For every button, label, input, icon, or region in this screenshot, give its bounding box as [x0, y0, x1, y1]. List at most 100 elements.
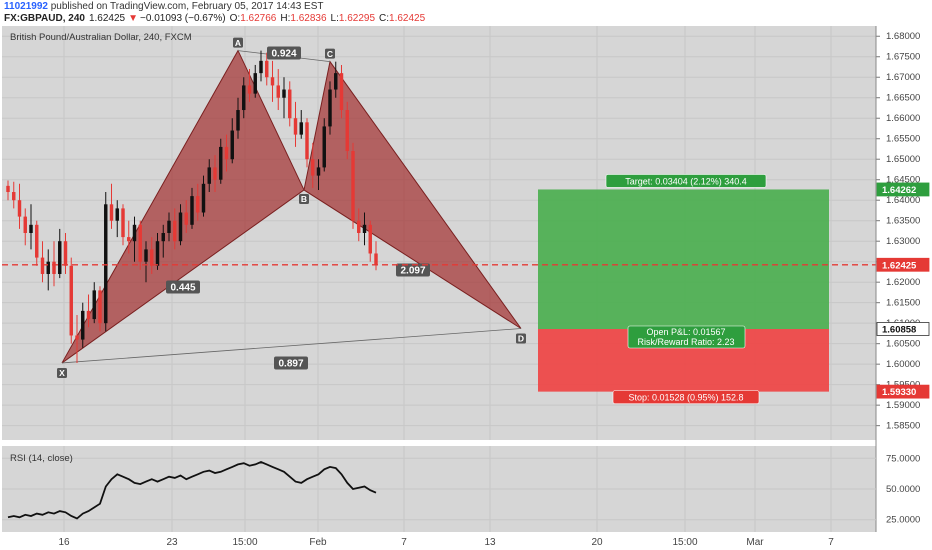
- candle-body: [155, 241, 160, 266]
- candle-body: [299, 122, 303, 135]
- candle-body: [253, 73, 257, 94]
- time-axis: 16 23 15:00 Feb 7 13 20 15:00 Mar 7: [58, 537, 834, 548]
- candle-body: [316, 167, 321, 176]
- candle-body: [230, 130, 234, 160]
- ratio-line-xd: [61, 328, 522, 364]
- last-price: 1.62425: [89, 13, 126, 24]
- price-axis: 1.68000 1.67500 1.67000 1.66500 1.66000 1.655…: [875, 26, 930, 532]
- price-tick-label: 1.63000: [886, 236, 920, 247]
- candle-body: [81, 310, 85, 340]
- position-tool[interactable]: Target: 0.03404 (2.12%) 340.4 Stop: 0.015…: [538, 174, 829, 404]
- price-tick-label: 1.65000: [886, 154, 920, 165]
- price-tick-label: 1.67500: [886, 52, 920, 63]
- candle-body: [247, 85, 252, 94]
- candle-body: [184, 212, 188, 225]
- ratio-label: 0.445: [170, 283, 195, 294]
- candle-body: [219, 146, 223, 180]
- price-tick-label: 1.68000: [886, 31, 920, 42]
- target-label-box: [605, 174, 767, 188]
- candle-body: [196, 196, 200, 213]
- candle-body: [12, 192, 16, 201]
- price-tag-box: [876, 182, 930, 197]
- price-tick-label: 1.58500: [886, 421, 920, 432]
- candle-body: [40, 257, 45, 274]
- point-label-box: [299, 193, 309, 204]
- candle-body: [213, 167, 217, 180]
- stop-label: Stop: 0.01528 (0.95%) 152.8: [628, 393, 743, 403]
- ratio-box: [267, 46, 301, 60]
- stop-label-box: [612, 390, 760, 404]
- candle-body: [322, 126, 326, 168]
- price-tag-label: 1.62425: [882, 260, 917, 271]
- price-tick-label: 1.61500: [886, 298, 920, 309]
- candle-body: [282, 89, 286, 98]
- candles: [6, 50, 378, 363]
- harmonic-pattern[interactable]: [61, 49, 522, 364]
- candle-body: [328, 89, 332, 127]
- ratio-label: 0.924: [271, 49, 296, 60]
- point-label-x: X: [59, 368, 65, 378]
- candle-body: [86, 310, 91, 320]
- candle-body: [207, 167, 211, 184]
- price-tag-box: [876, 384, 930, 399]
- candle-body: [178, 212, 183, 242]
- candle-body: [368, 224, 372, 254]
- open-value: 1.62766: [240, 13, 277, 24]
- change-arrow-icon: ▼: [128, 13, 138, 24]
- candle-body: [75, 335, 79, 340]
- point-label-box: [57, 367, 67, 378]
- time-tick-label: 16: [58, 537, 70, 548]
- pattern-bcd: [303, 60, 522, 329]
- candle-body: [288, 89, 292, 119]
- ratio-box: [166, 280, 200, 294]
- author-id: 11021992: [4, 1, 48, 12]
- candle-body: [305, 122, 309, 160]
- candle-body: [259, 60, 263, 74]
- price-tick-label: 1.60500: [886, 339, 920, 350]
- candle-body: [150, 249, 154, 266]
- time-tick-label: Mar: [746, 537, 764, 548]
- point-label-d: D: [518, 334, 524, 344]
- candle-body: [104, 204, 108, 324]
- rsi-line: [7, 461, 377, 520]
- pnl-box: [627, 325, 746, 349]
- candle-body: [58, 241, 62, 274]
- candle-body: [236, 110, 240, 131]
- time-tick-label: 23: [166, 537, 178, 548]
- time-tick-label: 20: [591, 537, 603, 548]
- candle-body: [311, 159, 315, 176]
- close-value: 1.62425: [389, 13, 426, 24]
- candle-body: [242, 85, 246, 111]
- price-tick-label: 1.59000: [886, 400, 920, 411]
- candle-body: [63, 241, 68, 266]
- open-pnl-label: Open P&L: 0.01567: [646, 327, 725, 337]
- candle-body: [270, 77, 275, 86]
- target-zone: [538, 189, 829, 329]
- candle-body: [173, 220, 177, 242]
- price-tag-label: 1.59330: [882, 387, 916, 398]
- chart-header: 11021992 published on TradingView.com, F…: [4, 1, 426, 24]
- price-tick-label: 1.63500: [886, 216, 920, 227]
- candle-body: [224, 146, 229, 160]
- candle-body: [161, 233, 165, 242]
- candle-body: [374, 253, 378, 265]
- candle-body: [144, 249, 148, 262]
- candle-body: [339, 73, 344, 111]
- time-tick-label: 15:00: [672, 537, 697, 548]
- ratio-label: 2.097: [400, 266, 425, 277]
- time-tick-label: Feb: [309, 537, 327, 548]
- chart-title: British Pound/Australian Dollar, 240, FX…: [10, 32, 192, 43]
- candle-body: [6, 185, 10, 193]
- point-label-a: A: [235, 38, 241, 48]
- rsi-tick-label: 50.0000: [886, 484, 920, 495]
- candle-body: [52, 261, 56, 274]
- candle-body: [98, 290, 102, 324]
- candle-body: [46, 261, 50, 274]
- price-tick-label: 1.64500: [886, 175, 920, 186]
- price-tick-label: 1.64000: [886, 195, 920, 206]
- candle-body: [109, 204, 114, 221]
- candle-body: [23, 216, 27, 233]
- price-tick-label: 1.60000: [886, 359, 920, 370]
